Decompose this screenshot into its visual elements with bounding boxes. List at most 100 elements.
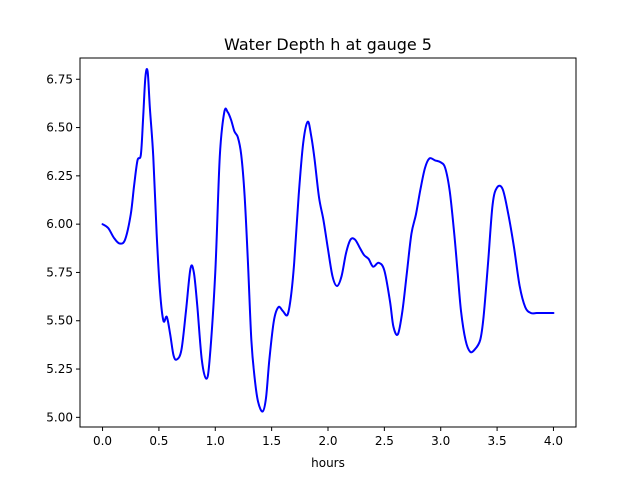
data-point: [149, 107, 151, 109]
data-point: [410, 233, 413, 235]
data-point: [142, 117, 144, 119]
data-point: [118, 242, 121, 245]
data-point: [113, 237, 115, 239]
y-tick-label: 5.25: [46, 362, 73, 376]
x-tick-label: 2.0: [318, 434, 337, 448]
data-point: [185, 310, 187, 312]
data-point: [535, 312, 538, 314]
data-point: [491, 204, 494, 206]
data-point: [479, 339, 481, 341]
x-tick-label: 4.0: [544, 434, 563, 448]
y-tick-label: 6.50: [46, 121, 73, 135]
data-point: [327, 248, 329, 250]
data-point: [172, 354, 175, 357]
data-point: [318, 196, 320, 198]
data-point: [268, 358, 270, 360]
y-tick-label: 6.25: [46, 169, 73, 183]
data-point: [336, 285, 338, 287]
data-point: [367, 258, 370, 260]
data-point: [290, 296, 292, 299]
x-tick-label: 3.0: [431, 434, 450, 448]
data-point: [434, 159, 436, 161]
data-point: [159, 291, 161, 293]
data-point: [340, 275, 343, 277]
data-point: [230, 119, 232, 121]
data-point: [140, 154, 142, 156]
data-point: [286, 314, 289, 316]
data-point: [219, 155, 221, 158]
data-point: [124, 239, 126, 241]
data-point: [107, 227, 109, 229]
data-point: [262, 410, 264, 413]
data-point: [147, 70, 149, 73]
data-point: [331, 275, 334, 277]
data-point: [349, 239, 352, 241]
data-point: [307, 121, 309, 123]
data-point: [449, 190, 451, 192]
data-point: [363, 254, 365, 256]
series-points: [101, 70, 555, 413]
data-point: [519, 285, 521, 287]
data-point: [293, 262, 295, 264]
data-point: [201, 358, 203, 360]
data-point: [265, 397, 267, 399]
x-axis-ticks: 0.0 0.5 1.0 1.5 2.0 2.5 3.0 3.5 4.0: [93, 427, 563, 448]
data-point: [176, 358, 178, 360]
data-point: [144, 76, 146, 78]
data-point: [193, 271, 195, 274]
data-point: [473, 349, 476, 351]
data-point: [223, 111, 225, 113]
data-point: [233, 130, 236, 133]
data-point: [101, 223, 104, 225]
data-point: [196, 304, 198, 306]
data-point: [547, 312, 549, 314]
data-point: [310, 134, 312, 136]
data-point: [247, 262, 249, 264]
data-point: [156, 233, 158, 235]
data-point: [444, 167, 446, 169]
data-point: [496, 186, 498, 189]
plot-area-frame: [79, 57, 577, 428]
data-point: [372, 266, 374, 268]
data-point: [392, 325, 394, 328]
data-point: [257, 401, 259, 403]
data-point: [502, 188, 504, 190]
data-point: [401, 310, 403, 312]
data-point: [389, 300, 391, 303]
data-point: [240, 154, 242, 156]
data-point: [322, 219, 325, 221]
data-point: [482, 316, 485, 318]
data-point: [464, 339, 467, 341]
x-tick-label: 3.5: [488, 434, 507, 448]
y-tick-label: 5.00: [46, 410, 73, 424]
data-point: [487, 262, 489, 264]
data-point: [180, 349, 183, 351]
data-point: [273, 320, 275, 322]
data-point: [243, 194, 246, 196]
y-tick-label: 6.75: [46, 72, 73, 86]
data-point: [383, 269, 385, 272]
data-point: [237, 136, 239, 138]
data-point: [282, 310, 284, 312]
x-tick-label: 1.0: [206, 434, 225, 448]
data-point: [169, 333, 171, 335]
data-point: [277, 306, 279, 308]
data-point: [440, 161, 442, 163]
data-point: [530, 312, 532, 314]
data-point: [152, 155, 154, 158]
y-tick-label: 5.75: [46, 265, 73, 279]
x-tick-label: 0.0: [93, 434, 112, 448]
data-point: [406, 271, 408, 274]
data-point: [227, 111, 229, 113]
data-point: [250, 339, 252, 341]
data-point: [469, 351, 471, 353]
x-tick-label: 2.5: [375, 434, 394, 448]
data-point: [358, 246, 361, 248]
data-point: [378, 262, 380, 264]
data-point: [397, 333, 399, 335]
data-point: [162, 320, 165, 322]
data-point: [524, 306, 526, 308]
